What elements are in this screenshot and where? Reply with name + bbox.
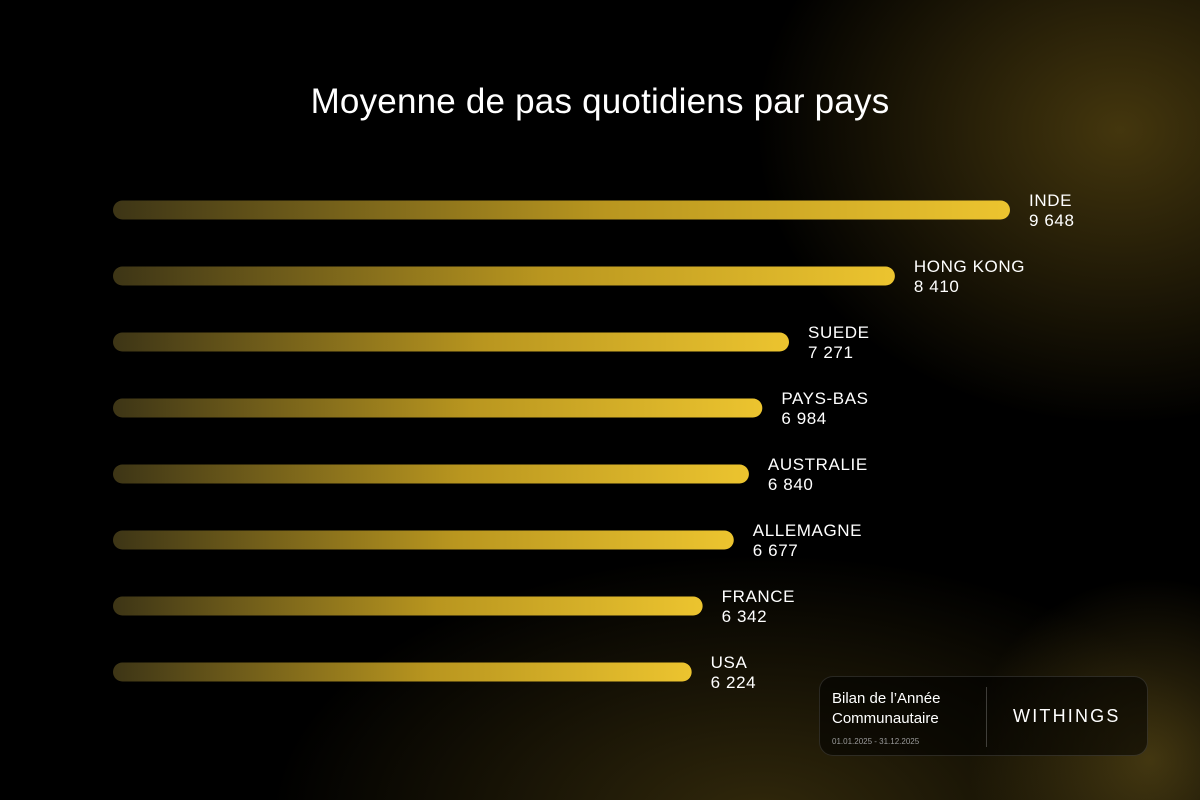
category-label: HONG KONG: [914, 257, 1025, 276]
card-divider: [986, 687, 987, 747]
value-label: 6 840: [768, 475, 814, 494]
bar-allemagne: [113, 530, 734, 550]
value-label: 6 984: [781, 409, 827, 428]
bar-inde: [113, 200, 1010, 220]
bar-australie: [113, 464, 749, 484]
category-label: AUSTRALIE: [768, 455, 868, 474]
chart-title: Moyenne de pas quotidiens par pays: [310, 82, 890, 121]
card-title-line1: Bilan de l’Année: [832, 690, 941, 707]
card-date-range: 01.01.2025 - 31.12.2025: [832, 737, 920, 746]
bar-usa: [113, 662, 692, 682]
bar-suede: [113, 332, 790, 352]
bar-pays-bas: [113, 398, 763, 418]
bar-france: [113, 596, 703, 616]
card-title-line2: Communautaire: [832, 710, 939, 727]
bar-hong-kong: [113, 266, 895, 286]
value-label: 6 342: [722, 607, 768, 626]
brand-logo: WITHINGS: [1013, 706, 1121, 726]
info-card: Bilan de l’Année Communautaire 01.01.202…: [819, 676, 1148, 756]
category-label: FRANCE: [722, 587, 796, 606]
category-label: USA: [711, 653, 748, 672]
card-title: Bilan de l’Année Communautaire: [832, 689, 940, 729]
category-label: ALLEMAGNE: [753, 521, 862, 540]
category-label: INDE: [1029, 191, 1072, 210]
value-label: 6 224: [711, 673, 757, 692]
value-label: 7 271: [808, 343, 854, 362]
category-label: SUEDE: [808, 323, 870, 342]
value-label: 8 410: [914, 277, 960, 296]
value-label: 6 677: [753, 541, 799, 560]
category-label: PAYS-BAS: [781, 389, 868, 408]
value-label: 9 648: [1029, 211, 1075, 230]
